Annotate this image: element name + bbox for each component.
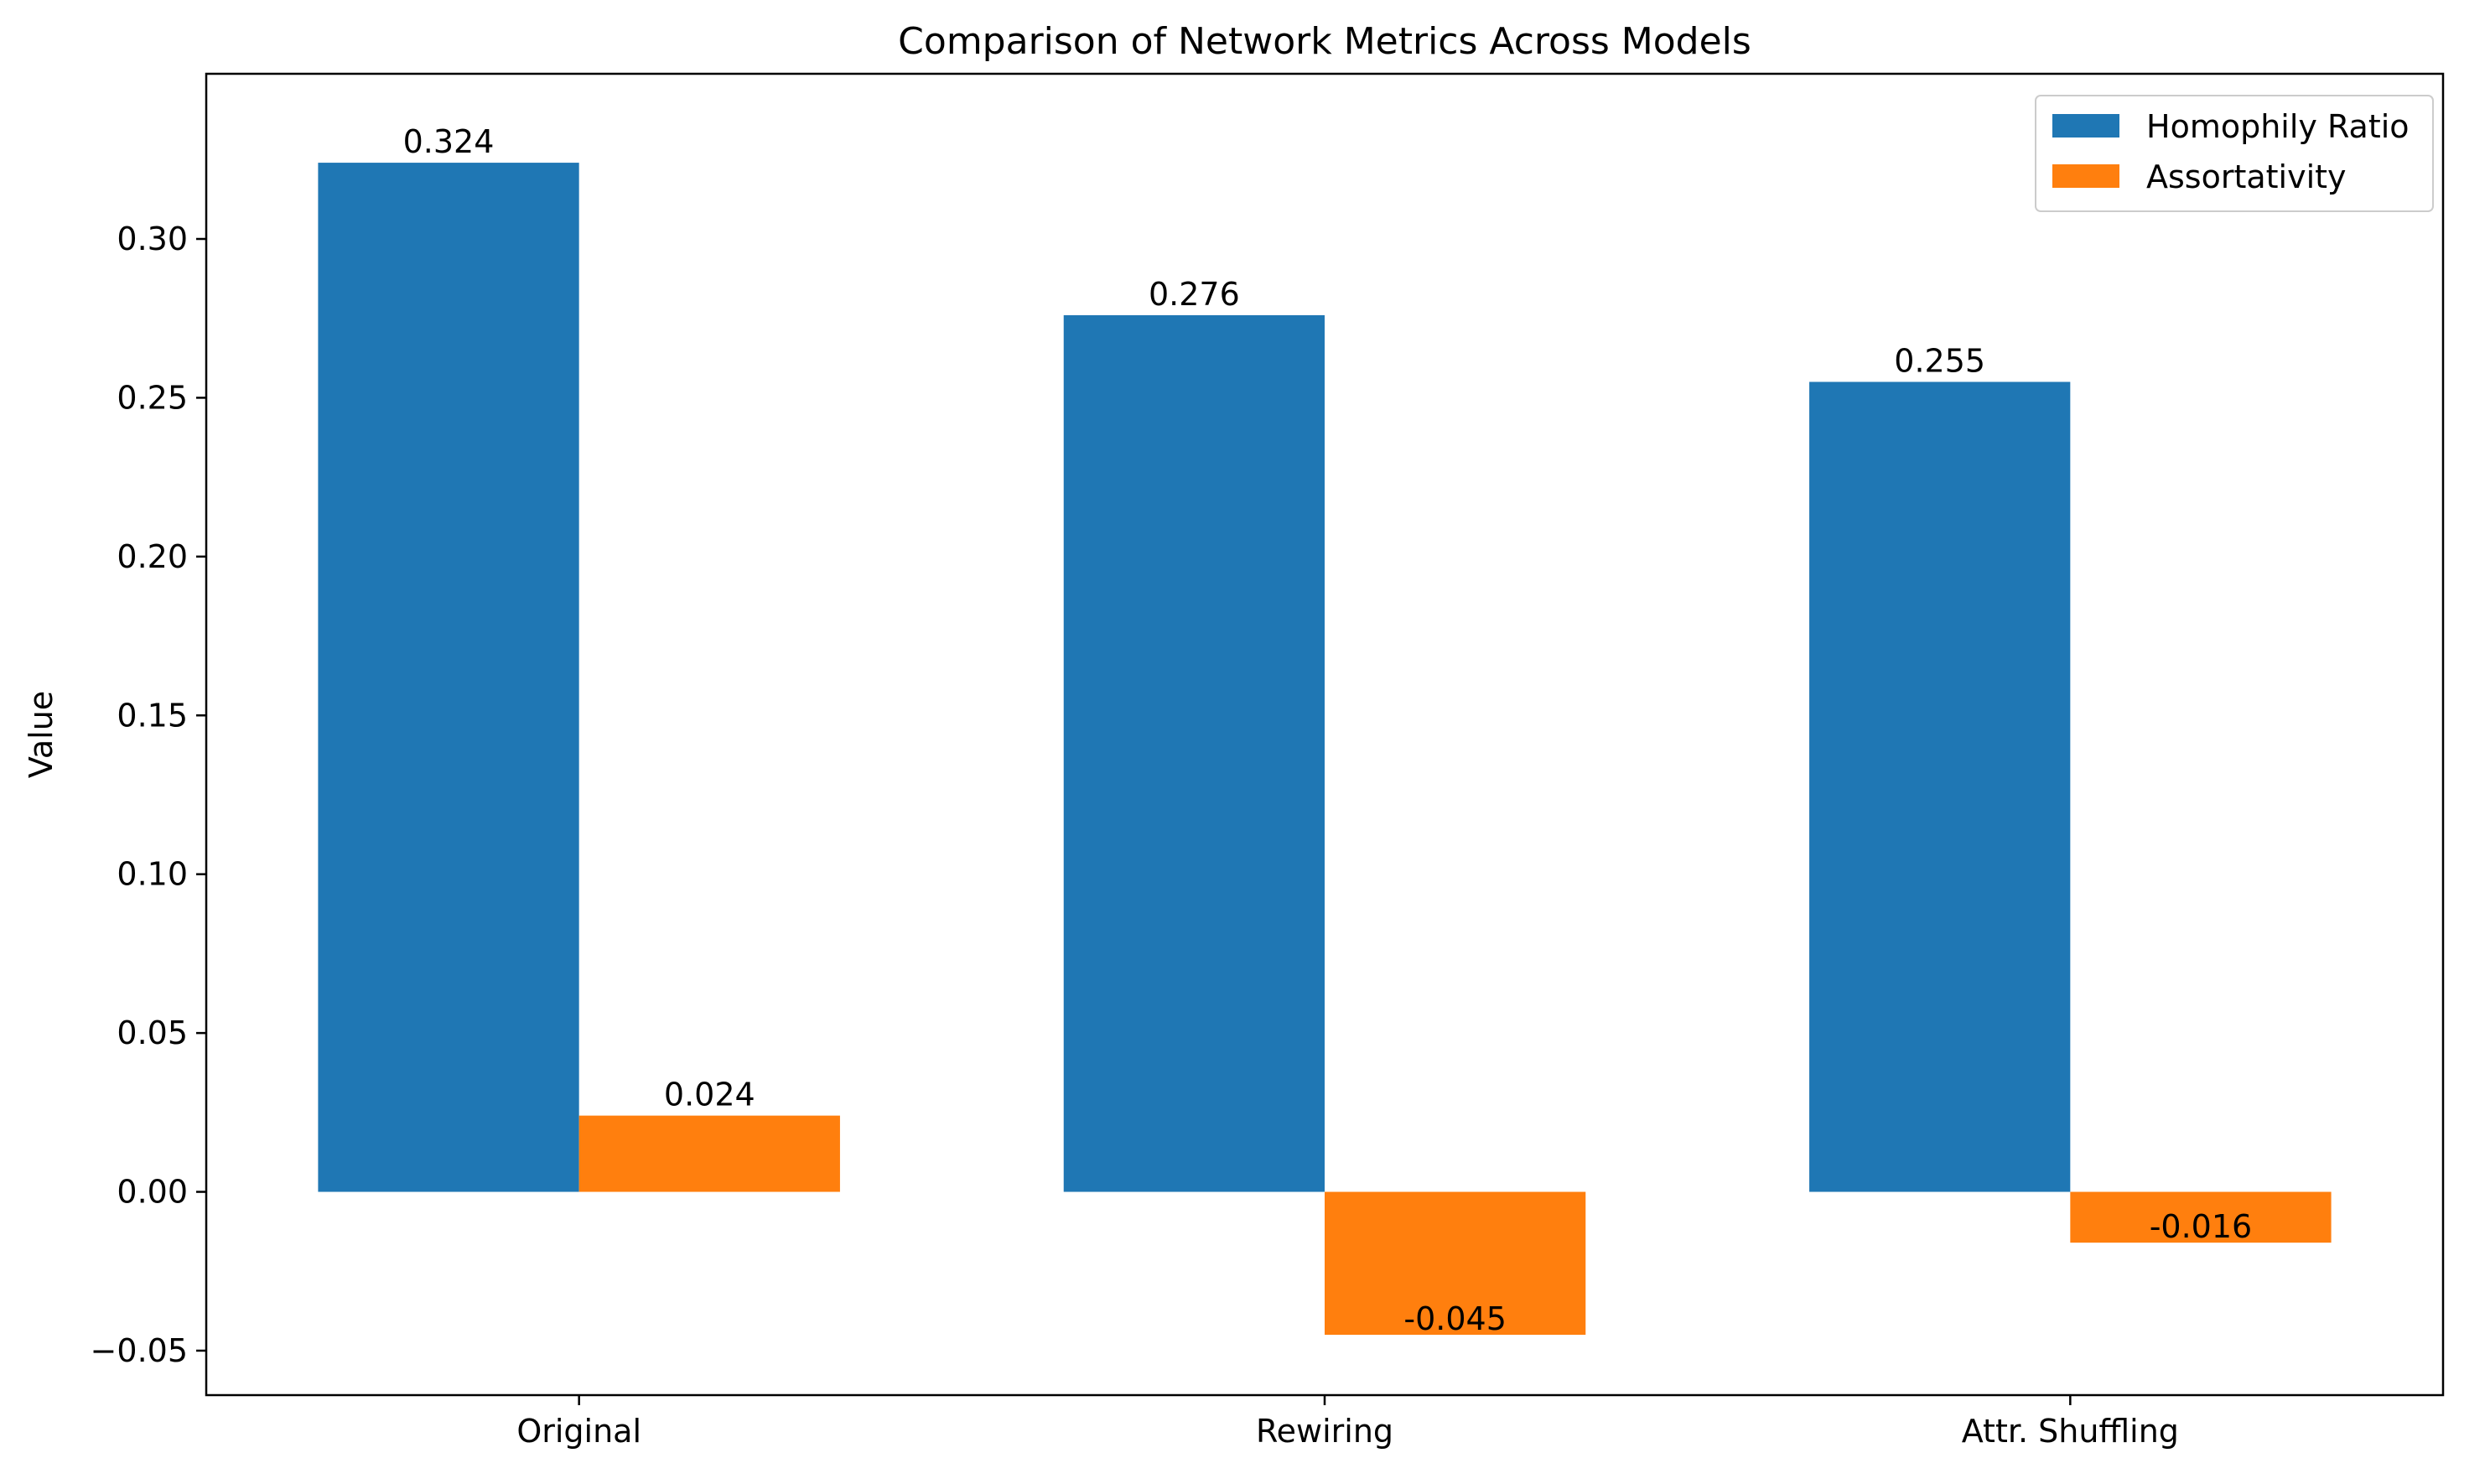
- y-tick-label: 0.05: [117, 1014, 188, 1051]
- legend-swatch: [2052, 114, 2119, 138]
- x-tick-label: Attr. Shuffling: [1962, 1413, 2179, 1450]
- bar-assortativity-1: [1325, 1191, 1586, 1336]
- bar-homophily-ratio-0: [318, 163, 579, 1192]
- bar-homophily-ratio-1: [1063, 314, 1325, 1192]
- y-tick-label: 0.25: [117, 379, 188, 416]
- y-axis-label: Value: [23, 691, 60, 778]
- data-label: 0.255: [1894, 342, 1985, 379]
- y-tick-label: 0.30: [117, 221, 188, 257]
- data-label: 0.024: [664, 1077, 755, 1113]
- y-tick-label: 0.20: [117, 538, 188, 575]
- y-tick-label: 0.00: [117, 1174, 188, 1211]
- legend-label: Homophily Ratio: [2146, 108, 2410, 145]
- data-label: 0.324: [403, 123, 495, 160]
- bar-assortativity-0: [578, 1115, 840, 1192]
- legend-label: Assortativity: [2146, 158, 2347, 195]
- y-tick-label: −0.05: [91, 1332, 188, 1369]
- chart-title: Comparison of Network Metrics Across Mod…: [898, 20, 1751, 63]
- data-label: 0.276: [1149, 276, 1240, 313]
- bar-assortativity-2: [2070, 1191, 2332, 1243]
- legend-box: [2035, 95, 2434, 212]
- y-tick-label: 0.15: [117, 697, 188, 734]
- legend-swatch: [2052, 164, 2119, 188]
- data-label: -0.016: [2150, 1208, 2253, 1245]
- x-tick-label: Original: [516, 1413, 641, 1450]
- x-tick-label: Rewiring: [1256, 1413, 1393, 1450]
- y-tick-label: 0.10: [117, 856, 188, 893]
- data-label: -0.045: [1403, 1300, 1507, 1337]
- bar-homophily-ratio-2: [1809, 381, 2071, 1192]
